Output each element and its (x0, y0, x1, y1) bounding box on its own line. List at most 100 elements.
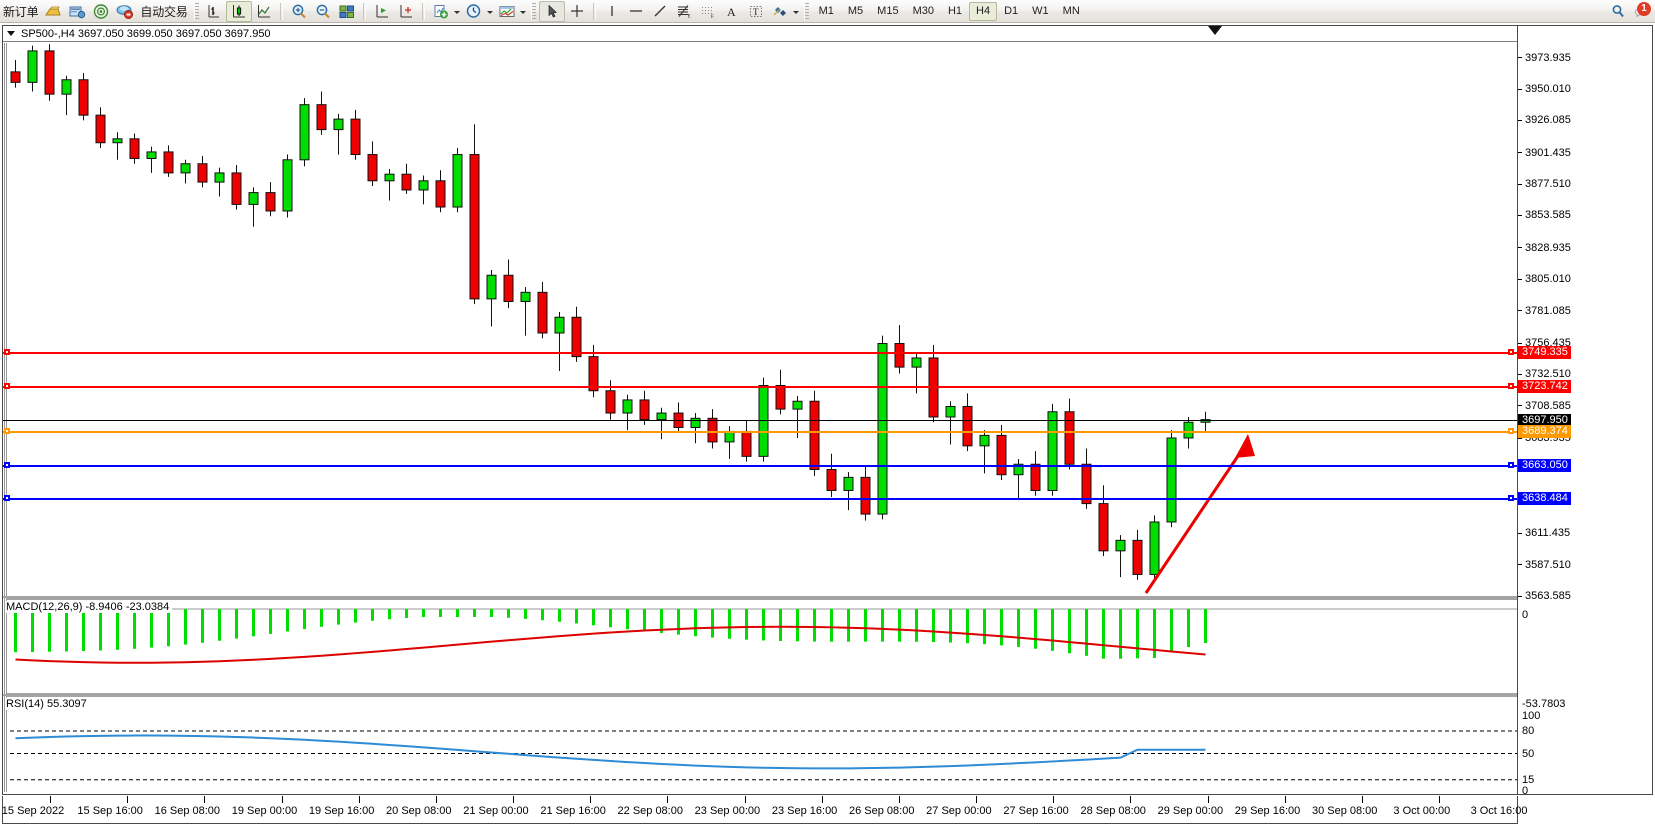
price-level-handle-right[interactable] (1508, 349, 1514, 356)
text-box-icon[interactable]: T (744, 1, 768, 22)
shapes-icon[interactable] (768, 1, 792, 22)
rsi-scale-label: 0 (1522, 785, 1529, 797)
bar-chart-icon[interactable] (202, 1, 226, 22)
price-tick-label: 3926.085 (1518, 114, 1571, 126)
horizontal-line-icon[interactable] (624, 1, 648, 22)
gold-bar-icon[interactable] (41, 1, 65, 22)
svg-text:E: E (687, 14, 690, 19)
toolbar-right-group: 1 (1606, 1, 1655, 22)
macd-indicator-label: MACD(12,26,9) -8.9406 -23.0384 (6, 601, 173, 613)
price-level-handle-right[interactable] (1508, 427, 1514, 434)
price-level-handle-right[interactable] (1508, 382, 1514, 389)
time-tick-label: 19 Sep 16:00 (308, 805, 375, 817)
timeframe-button-m5[interactable]: M5 (847, 5, 864, 17)
indicators-dropdown-arrow[interactable] (519, 3, 528, 20)
signals-icon[interactable] (89, 1, 113, 22)
price-level-line[interactable] (3, 497, 1517, 500)
price-level-line[interactable] (3, 385, 1517, 388)
price-level-badge[interactable]: 3689.374 (1518, 424, 1571, 438)
time-tick-mark (50, 796, 52, 803)
price-tick-label: 3732.510 (1518, 368, 1571, 380)
toolbar-separator-1 (279, 2, 283, 20)
cursor-icon[interactable] (538, 0, 565, 22)
terminal-icon[interactable] (65, 1, 89, 22)
trendline-icon[interactable] (648, 1, 672, 22)
rsi-scale-label: 50 (1522, 747, 1535, 760)
price-level-handle-left[interactable] (4, 349, 10, 356)
price-level-badge[interactable]: 3697.950 (1518, 413, 1571, 427)
timeframe-button-w1[interactable]: W1 (1032, 5, 1049, 17)
period-clock-icon[interactable] (462, 1, 486, 22)
price-scale[interactable]: 3973.935 3950.010 3926.085 3901.435 3877.510… (1518, 25, 1653, 797)
chart-scroll-grip-main[interactable] (3, 43, 7, 596)
chart-menu-triangle-icon[interactable] (7, 31, 15, 36)
new-order-label: 新订单 (3, 4, 39, 19)
timeframe-button-h1[interactable]: H1 (947, 5, 963, 17)
time-tick-mark (1130, 796, 1132, 803)
price-level-badge[interactable]: 3723.742 (1518, 379, 1571, 393)
timeframe-button-mn[interactable]: MN (1062, 5, 1080, 17)
price-level-handle-left[interactable] (4, 382, 10, 389)
time-scale[interactable]: 15 Sep 2022 15 Sep 16:00 16 Sep 08:00 19 Se… (2, 796, 1527, 824)
price-level-line[interactable] (3, 465, 1517, 468)
autotrading-button[interactable]: 自动交易 (137, 1, 190, 22)
zoom-out-icon[interactable] (311, 1, 335, 22)
period-dropdown-arrow[interactable] (486, 3, 495, 20)
crosshair-icon[interactable] (565, 1, 589, 22)
time-tick-mark (1053, 796, 1055, 803)
price-level-badge[interactable]: 3663.050 (1518, 459, 1571, 473)
search-icon[interactable] (1606, 1, 1630, 22)
svg-text:F: F (711, 15, 714, 20)
timeframe-button-m1[interactable]: M1 (818, 5, 834, 17)
timeframe-button-h4[interactable]: H4 (969, 1, 998, 21)
time-tick-label: 15 Sep 16:00 (77, 805, 143, 817)
price-level-handle-left[interactable] (4, 427, 10, 434)
shapes-dropdown-arrow[interactable] (792, 3, 801, 20)
autotrading-icon[interactable] (113, 1, 137, 22)
auto-scroll-icon[interactable] (394, 1, 418, 22)
price-tick-label: 3708.585 (1518, 400, 1571, 412)
time-tick-label: 30 Sep 08:00 (1311, 805, 1378, 817)
toolbar-separator-2 (362, 2, 366, 20)
price-level-handle-left[interactable] (4, 462, 10, 469)
fibonacci-icon[interactable]: E (672, 1, 696, 22)
price-level-line[interactable] (3, 419, 1517, 421)
price-chart-area[interactable]: SP500-,H4 3697.050 3699.050 3697.050 369… (2, 25, 1518, 795)
new-chart-icon[interactable] (429, 1, 453, 22)
toolbar-grip-1[interactable] (193, 2, 199, 20)
text-label-icon[interactable]: A (720, 1, 744, 22)
toolbar-grip-3[interactable] (803, 2, 809, 20)
price-level-handle-right[interactable] (1508, 494, 1514, 501)
price-level-line[interactable] (3, 430, 1517, 433)
chart-scroll-grip-rsi[interactable] (3, 696, 7, 792)
channel-icon[interactable]: F (696, 1, 720, 22)
chart-shift-icon[interactable] (370, 1, 394, 22)
candlestick-chart-icon[interactable] (225, 0, 252, 22)
timeframe-button-m15[interactable]: M15 (877, 5, 899, 17)
timeframe-button-d1[interactable]: D1 (1004, 5, 1019, 17)
chart-scroll-grip-macd[interactable] (3, 598, 7, 694)
price-tick-label: 3828.935 (1518, 242, 1571, 254)
time-tick-mark (898, 796, 900, 803)
price-level-badge[interactable]: 3749.335 (1518, 346, 1571, 360)
price-tick-label: 3756.435 (1518, 337, 1571, 349)
time-tick-label: 27 Sep 16:00 (1003, 805, 1069, 817)
line-chart-icon[interactable] (252, 1, 276, 22)
tile-windows-icon[interactable] (335, 1, 359, 22)
toolbar-grip-2[interactable] (530, 2, 536, 20)
timeframe-button-m30[interactable]: M30 (912, 5, 934, 17)
new-chart-dropdown-arrow[interactable] (453, 3, 462, 20)
new-order-button[interactable]: 新订单 (0, 1, 41, 22)
alerts-icon[interactable]: 1 (1630, 1, 1651, 20)
price-level-line[interactable] (3, 352, 1517, 355)
vertical-line-icon[interactable] (600, 1, 624, 22)
price-level-handle-left[interactable] (4, 494, 10, 501)
zoom-in-icon[interactable] (287, 1, 311, 22)
time-tick-mark (976, 796, 978, 803)
price-tick-label: 3877.510 (1518, 178, 1571, 190)
indicators-icon[interactable] (495, 1, 519, 22)
price-level-handle-right[interactable] (1508, 462, 1514, 469)
price-tick-label: 3805.010 (1518, 273, 1571, 285)
time-tick-mark (744, 796, 746, 803)
price-level-badge[interactable]: 3638.484 (1518, 491, 1571, 505)
